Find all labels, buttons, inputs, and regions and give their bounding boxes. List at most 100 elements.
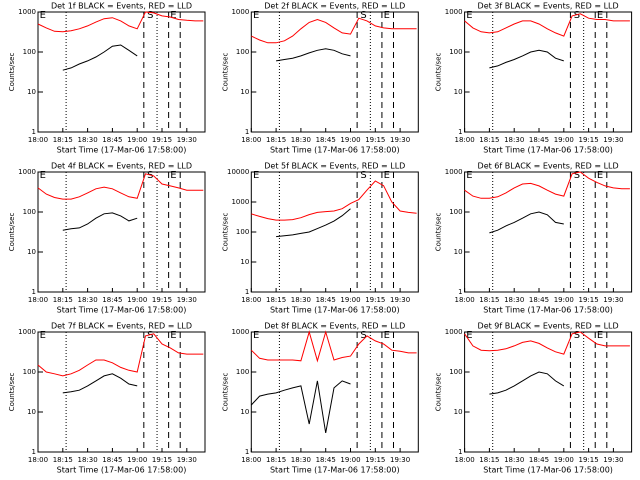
x-axis-label: Start Time (17-Mar-06 17:58:00) bbox=[270, 466, 400, 475]
annotation: E bbox=[40, 170, 46, 181]
y-tick-label: 1000 bbox=[18, 8, 36, 16]
annotation: E bbox=[170, 10, 176, 21]
annotation: E bbox=[40, 10, 46, 21]
series-line bbox=[489, 211, 564, 234]
x-axis-label: Start Time (17-Mar-06 17:58:00) bbox=[483, 466, 613, 475]
annotation: E bbox=[597, 10, 603, 21]
plot-frame bbox=[464, 171, 633, 293]
y-tick-label: 1 bbox=[458, 448, 462, 456]
plot-frame bbox=[464, 11, 633, 133]
annotation: S bbox=[360, 330, 366, 341]
x-tick-label: 18:30 bbox=[78, 456, 98, 464]
panel: Det 6f BLACK = Events, RED = LLD Start Ti… bbox=[435, 162, 633, 315]
x-tick-label: 18:00 bbox=[455, 136, 475, 144]
chart-title: Det 1f BLACK = Events, RED = LLD bbox=[51, 2, 192, 11]
panel: Det 1f BLACK = Events, RED = LLD Start Ti… bbox=[8, 2, 206, 155]
x-tick-label: 18:00 bbox=[241, 136, 261, 144]
y-tick-label: 100 bbox=[23, 368, 36, 376]
annotation: E bbox=[384, 170, 390, 181]
x-tick-label: 18:15 bbox=[266, 296, 286, 304]
annotation: E bbox=[40, 330, 46, 341]
x-tick-label: 18:00 bbox=[28, 296, 48, 304]
y-axis-label: Counts/sec bbox=[8, 213, 16, 252]
x-tick-label: 18:45 bbox=[102, 456, 122, 464]
annotation: E bbox=[253, 330, 259, 341]
series-line bbox=[250, 380, 351, 433]
x-tick-label: 19:30 bbox=[177, 456, 197, 464]
x-tick-label: 18:30 bbox=[291, 136, 311, 144]
annotation: E bbox=[597, 170, 603, 181]
plot-frame bbox=[37, 331, 206, 453]
y-axis-label: Counts/sec bbox=[8, 373, 16, 412]
x-tick-label: 19:15 bbox=[579, 296, 599, 304]
y-axis-label: Counts/sec bbox=[435, 53, 443, 92]
x-tick-label: 18:15 bbox=[479, 296, 499, 304]
y-axis-label: Counts/sec bbox=[8, 53, 16, 92]
x-axis-label: Start Time (17-Mar-06 17:58:00) bbox=[483, 306, 613, 315]
x-tick-label: 19:15 bbox=[579, 456, 599, 464]
annotation: E bbox=[466, 170, 472, 181]
annotation: E bbox=[253, 10, 259, 21]
series-line bbox=[276, 208, 351, 238]
y-tick-label: 10 bbox=[240, 88, 249, 96]
x-tick-label: 18:15 bbox=[53, 136, 73, 144]
x-tick-label: 18:15 bbox=[266, 456, 286, 464]
x-tick-label: 19:00 bbox=[554, 296, 574, 304]
x-axis-label: Start Time (17-Mar-06 17:58:00) bbox=[57, 146, 187, 155]
x-tick-label: 19:30 bbox=[390, 136, 410, 144]
x-tick-label: 19:30 bbox=[390, 456, 410, 464]
x-tick-label: 18:00 bbox=[241, 456, 261, 464]
y-tick-label: 1 bbox=[32, 128, 36, 136]
annotation: S bbox=[147, 330, 153, 341]
x-tick-label: 18:45 bbox=[529, 136, 549, 144]
x-tick-label: 19:00 bbox=[340, 296, 360, 304]
y-tick-label: 100 bbox=[23, 48, 36, 56]
y-tick-label: 100 bbox=[236, 228, 249, 236]
x-tick-label: 19:15 bbox=[152, 456, 172, 464]
y-tick-label: 10 bbox=[454, 248, 463, 256]
x-tick-label: 18:15 bbox=[53, 296, 73, 304]
x-tick-label: 19:30 bbox=[603, 296, 623, 304]
x-axis-label: Start Time (17-Mar-06 17:58:00) bbox=[483, 146, 613, 155]
x-tick-label: 19:15 bbox=[365, 456, 385, 464]
y-tick-label: 100 bbox=[449, 48, 462, 56]
x-tick-label: 18:30 bbox=[78, 296, 98, 304]
series-line bbox=[464, 331, 630, 355]
panel: Det 7f BLACK = Events, RED = LLD Start Ti… bbox=[8, 322, 206, 475]
annotation: E bbox=[170, 170, 176, 181]
x-tick-label: 19:00 bbox=[127, 296, 147, 304]
y-tick-label: 1000 bbox=[445, 8, 463, 16]
y-tick-label: 10 bbox=[27, 88, 36, 96]
y-tick-label: 1 bbox=[245, 288, 249, 296]
annotation: S bbox=[574, 170, 580, 181]
y-axis-label: Counts/sec bbox=[221, 53, 229, 92]
panel: Det 3f BLACK = Events, RED = LLD Start Ti… bbox=[435, 2, 633, 155]
annotation: S bbox=[360, 10, 366, 21]
plot-frame bbox=[464, 331, 633, 453]
panel: Det 9f BLACK = Events, RED = LLD Start Ti… bbox=[435, 322, 633, 475]
x-tick-label: 18:15 bbox=[479, 136, 499, 144]
annotation: E bbox=[170, 330, 176, 341]
y-tick-label: 100 bbox=[236, 368, 249, 376]
x-tick-label: 19:00 bbox=[554, 136, 574, 144]
y-axis-label: Counts/sec bbox=[435, 213, 443, 252]
series-line bbox=[37, 333, 204, 377]
panel: Det 5f BLACK = Events, RED = LLD Start Ti… bbox=[221, 162, 419, 315]
x-tick-label: 18:45 bbox=[316, 136, 336, 144]
series-line bbox=[276, 48, 351, 62]
x-tick-label: 19:30 bbox=[177, 136, 197, 144]
y-tick-label: 100 bbox=[23, 208, 36, 216]
annotation: E bbox=[466, 10, 472, 21]
series-line bbox=[464, 13, 630, 37]
chart-title: Det 4f BLACK = Events, RED = LLD bbox=[51, 162, 192, 171]
y-tick-label: 1 bbox=[458, 288, 462, 296]
x-tick-label: 18:30 bbox=[504, 296, 524, 304]
series-line bbox=[251, 180, 417, 221]
plot-frame bbox=[250, 331, 419, 453]
x-axis-label: Start Time (17-Mar-06 17:58:00) bbox=[270, 146, 400, 155]
x-tick-label: 18:45 bbox=[102, 136, 122, 144]
x-tick-label: 18:45 bbox=[316, 296, 336, 304]
y-tick-label: 10 bbox=[27, 408, 36, 416]
x-tick-label: 18:00 bbox=[241, 296, 261, 304]
